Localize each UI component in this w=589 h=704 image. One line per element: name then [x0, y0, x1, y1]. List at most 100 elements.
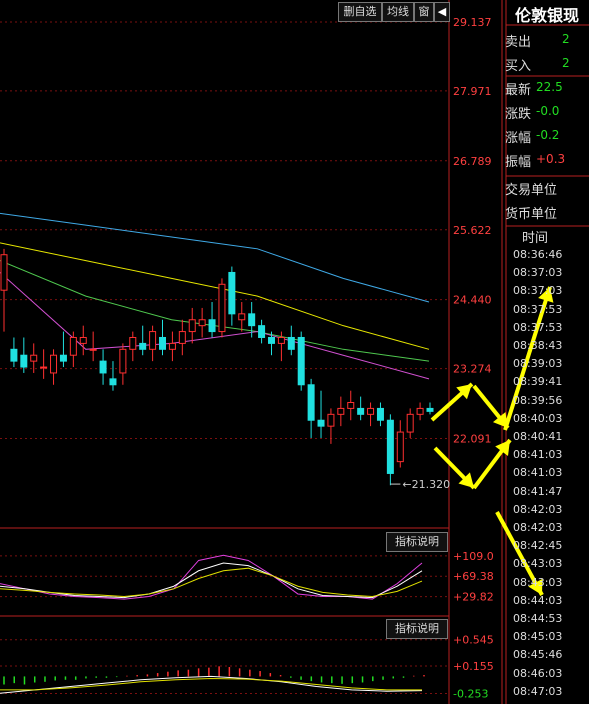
- delete-watchlist-button[interactable]: 删自选: [338, 2, 382, 22]
- quote-value: 22.5: [536, 80, 563, 94]
- candle-body: [307, 384, 315, 421]
- time-item: 08:42:03: [513, 521, 563, 534]
- moving-average-button[interactable]: 均线: [382, 2, 414, 22]
- candle-body: [376, 407, 384, 421]
- quote-label: 卖出: [505, 35, 532, 50]
- ind2-tick-label: +0.155: [453, 660, 494, 673]
- price-tick-label: 29.137: [453, 16, 492, 29]
- candle-body: [367, 407, 375, 415]
- quote-label: 最新: [505, 83, 532, 98]
- candle-body: [129, 336, 137, 350]
- currency-unit-label: 货币单位: [505, 207, 558, 222]
- candle-body: [168, 342, 176, 350]
- candle-body: [178, 331, 186, 344]
- price-tick-label: 23.274: [453, 363, 492, 376]
- candle-body: [287, 336, 295, 350]
- quote-label: 振幅: [505, 155, 532, 170]
- candle-body: [327, 413, 335, 427]
- price-tick-label: 24.440: [453, 294, 492, 307]
- quote-value: -0.0: [536, 104, 560, 118]
- candle-body: [426, 407, 434, 412]
- candle-body: [59, 354, 67, 362]
- window-button[interactable]: 窗: [414, 2, 434, 22]
- ma-line: [0, 242, 430, 350]
- indicator1-help-button[interactable]: 指标说明: [386, 532, 448, 552]
- min-label: ←21.320: [402, 478, 450, 491]
- ind1-line: [0, 567, 423, 598]
- time-item: 08:40:03: [513, 411, 563, 425]
- ma-line: [0, 212, 430, 303]
- time-item: 08:41:03: [513, 466, 563, 480]
- candle-body: [406, 413, 414, 433]
- quote-label: 涨幅: [505, 131, 532, 146]
- candle-body: [50, 354, 58, 374]
- time-item: 08:37:03: [513, 266, 563, 280]
- candle-body: [188, 319, 196, 333]
- instrument-title: 伦敦银现: [515, 6, 580, 25]
- candle-body: [20, 354, 28, 368]
- time-item: 08:39:41: [513, 375, 563, 389]
- quote-label: 买入: [505, 59, 532, 74]
- candle-body: [99, 360, 107, 374]
- macd-line: [0, 677, 422, 691]
- candle-body: [0, 254, 8, 291]
- candle-body: [119, 348, 127, 374]
- time-item: 08:37:53: [513, 302, 563, 316]
- ind2-tick-label: +0.545: [453, 634, 494, 647]
- time-item: 08:46:03: [513, 666, 563, 680]
- candle-body: [139, 342, 147, 350]
- annotation-arrow-head: [495, 440, 510, 456]
- candle-body: [40, 366, 48, 369]
- time-item: 08:37:53: [513, 320, 563, 334]
- candle-body: [69, 336, 77, 356]
- candle-body: [109, 378, 117, 386]
- candle-body: [267, 336, 275, 344]
- candle-body: [30, 354, 38, 362]
- candle-body: [277, 336, 285, 344]
- annotation-arrow-head: [456, 384, 472, 400]
- candle-body: [416, 407, 424, 415]
- annotation-arrow-shaft: [503, 286, 552, 431]
- candle-body: [386, 419, 394, 474]
- time-item: 08:36:46: [513, 248, 563, 261]
- time-item: 08:40:41: [513, 430, 563, 443]
- candle-body: [228, 271, 236, 315]
- candle-body: [89, 348, 97, 351]
- candle-body: [396, 431, 404, 463]
- quote-value: 2: [562, 56, 570, 70]
- candle-body: [10, 348, 18, 362]
- time-item: 08:39:56: [513, 393, 563, 407]
- indicator2-help-button[interactable]: 指标说明: [386, 619, 448, 639]
- expand-arrow-icon[interactable]: ◀: [434, 2, 450, 22]
- candle-body: [347, 402, 355, 409]
- annotation-arrow-head: [528, 578, 543, 595]
- time-item: 08:42:45: [513, 539, 563, 553]
- candle-body: [337, 407, 345, 415]
- quote-label: 涨跌: [505, 107, 532, 122]
- time-item: 08:44:53: [513, 612, 563, 625]
- time-item: 08:41:03: [513, 448, 563, 462]
- price-tick-label: 27.971: [453, 85, 492, 98]
- quote-value: 2: [562, 32, 570, 46]
- ind1-tick-label: +69.38: [453, 570, 494, 583]
- annotation-arrow-head: [538, 287, 554, 303]
- candle-body: [198, 319, 206, 327]
- time-item: 08:45:03: [513, 630, 563, 644]
- time-item: 08:47:03: [513, 684, 563, 698]
- annotation-arrow-head: [492, 412, 508, 428]
- candle-body: [79, 336, 87, 344]
- price-tick-label: 26.789: [453, 155, 492, 168]
- time-item: 08:44:03: [513, 593, 563, 607]
- time-item: 08:37:03: [513, 284, 563, 298]
- ind1-line: [0, 562, 423, 599]
- candle-body: [258, 325, 266, 338]
- time-item: 08:42:03: [513, 502, 563, 516]
- time-item: 08:45:46: [513, 648, 563, 662]
- time-item: 08:43:03: [513, 557, 563, 571]
- annotation-arrow-shaft: [495, 511, 544, 596]
- price-tick-label: 22.091: [453, 433, 492, 446]
- ind1-line: [0, 554, 423, 600]
- candle-body: [218, 283, 226, 333]
- candle-body: [297, 336, 305, 386]
- candle-body: [317, 419, 325, 427]
